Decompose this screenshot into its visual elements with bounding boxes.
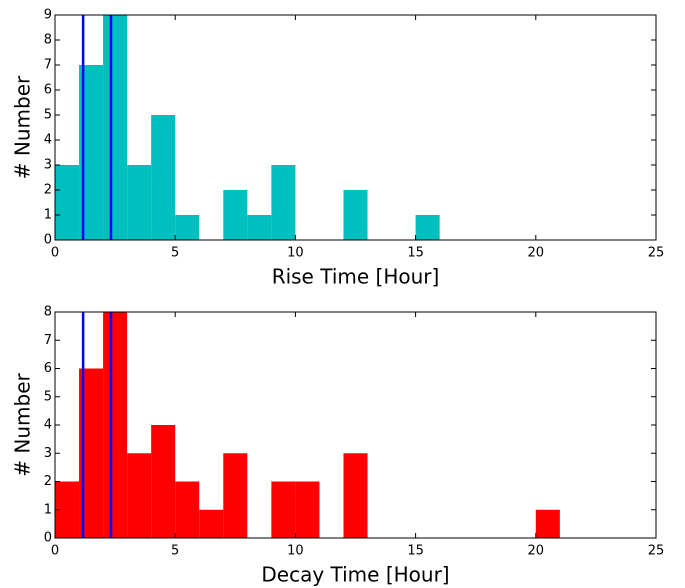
hist-bar: [199, 509, 224, 538]
hist-bar: [247, 215, 272, 240]
x-tick-label: 15: [407, 246, 424, 261]
hist-bar: [415, 215, 440, 240]
y-tick-label: 7: [44, 58, 52, 73]
hist-bar: [175, 481, 200, 538]
y-tick-label: 0: [44, 233, 52, 248]
y-tick-label: 4: [44, 133, 52, 148]
y-tick-label: 6: [44, 361, 52, 376]
y-tick-label: 4: [44, 418, 52, 433]
x-tick-label: 5: [171, 544, 179, 559]
x-tick-label: 0: [51, 246, 59, 261]
y-tick-label: 9: [44, 8, 52, 23]
hist-bar: [223, 453, 248, 538]
y-tick-label: 5: [44, 389, 52, 404]
plot-frame: [54, 14, 657, 241]
y-tick-label: 6: [44, 83, 52, 98]
hist-bar: [151, 425, 176, 538]
x-tick-label: 0: [51, 544, 59, 559]
hist-bar: [271, 481, 296, 538]
hist-bar: [127, 165, 152, 240]
hist-bar: [271, 165, 296, 240]
y-tick-label: 1: [44, 208, 52, 223]
x-tick-label: 10: [287, 544, 304, 559]
hist-bar: [535, 509, 560, 538]
hist-bar: [343, 190, 368, 240]
hist-bar: [103, 15, 128, 240]
x-tick-label: 20: [528, 246, 545, 261]
x-tick-label: 10: [287, 246, 304, 261]
y-tick-label: 3: [44, 446, 52, 461]
y-tick-label: 2: [44, 183, 52, 198]
y-tick-label: 3: [44, 158, 52, 173]
y-tick-label: 8: [44, 33, 52, 48]
hist-bar: [103, 312, 128, 538]
x-axis-label: Decay Time [Hour]: [261, 563, 449, 587]
x-tick-label: 25: [648, 544, 665, 559]
x-tick-label: 25: [648, 246, 665, 261]
y-tick-label: 2: [44, 474, 52, 489]
hist-bar: [343, 453, 368, 538]
y-tick-label: 7: [44, 333, 52, 348]
x-axis-label: Rise Time [Hour]: [272, 265, 440, 289]
y-axis-label: # Number: [11, 75, 35, 179]
hist-bar: [223, 190, 248, 240]
y-tick-label: 5: [44, 108, 52, 123]
y-tick-label: 0: [44, 531, 52, 546]
hist-bar: [55, 165, 80, 240]
y-tick-label: 1: [44, 502, 52, 517]
x-tick-label: 15: [407, 544, 424, 559]
hist-bar: [127, 453, 152, 538]
hist-bar: [295, 481, 320, 538]
y-axis-label: # Number: [11, 373, 35, 477]
x-tick-label: 20: [528, 544, 545, 559]
hist-bar: [151, 115, 176, 240]
x-tick-label: 5: [171, 246, 179, 261]
hist-bar: [175, 215, 200, 240]
y-tick-label: 8: [44, 305, 52, 320]
